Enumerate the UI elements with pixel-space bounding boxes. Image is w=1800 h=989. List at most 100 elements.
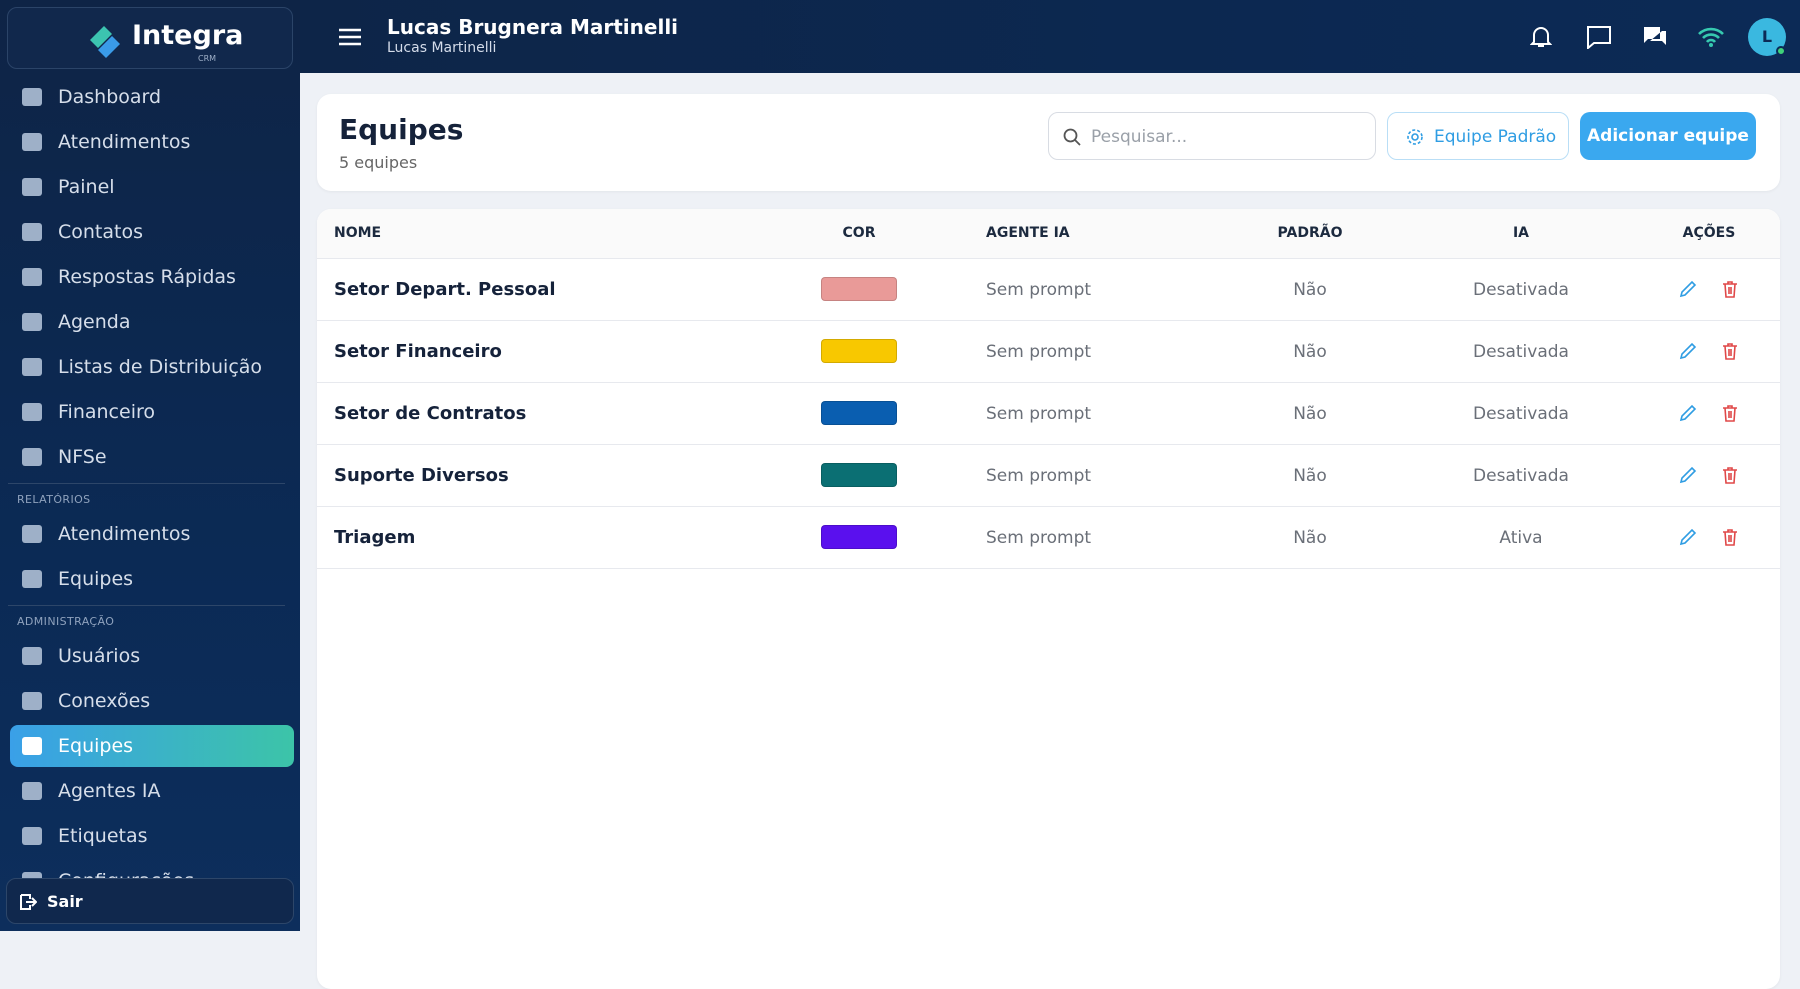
team-name: Setor de Contratos xyxy=(334,403,527,424)
search-placeholder: Pesquisar... xyxy=(1091,127,1188,147)
table-row[interactable]: Setor Depart. Pessoal Sem prompt Não Desati… xyxy=(317,258,1780,320)
agent: Sem prompt xyxy=(986,466,1092,486)
color-swatch xyxy=(821,277,897,301)
ia-status: Desativada xyxy=(1473,404,1569,424)
menu-item[interactable]: Agenda xyxy=(10,301,294,343)
menu-item[interactable]: Usuários xyxy=(10,635,294,677)
menu-icon xyxy=(22,448,42,466)
default-team-label: Equipe Padrão xyxy=(1434,127,1557,147)
menu-item[interactable]: Contatos xyxy=(10,211,294,253)
menu-icon xyxy=(22,358,42,376)
ia-status: Desativada xyxy=(1473,466,1569,486)
gear-icon xyxy=(1407,129,1423,145)
menu-label: NFSe xyxy=(58,446,107,468)
menu-icon xyxy=(22,403,42,421)
menu-item[interactable]: Equipes xyxy=(10,558,294,600)
table-end xyxy=(317,568,1780,569)
column-header: AGENTE IA xyxy=(986,225,1070,241)
menu-icon xyxy=(22,570,42,588)
menu-label: Agenda xyxy=(58,311,131,333)
ia-status: Desativada xyxy=(1473,280,1569,300)
menu-item[interactable]: Financeiro xyxy=(10,391,294,433)
table-row[interactable]: Triagem Sem prompt Não Ativa xyxy=(317,506,1780,568)
connection-icon[interactable] xyxy=(1697,26,1725,48)
delete-button[interactable] xyxy=(1720,527,1740,547)
menu-item[interactable]: NFSe xyxy=(10,436,294,478)
user-sub: Lucas Martinelli xyxy=(387,40,497,56)
delete-button[interactable] xyxy=(1720,403,1740,423)
menu-label: Contatos xyxy=(58,221,143,243)
menu-icon xyxy=(22,737,42,755)
menu-item[interactable]: Etiquetas xyxy=(10,815,294,857)
team-name: Suporte Diversos xyxy=(334,465,509,486)
team-name: Setor Depart. Pessoal xyxy=(334,279,556,300)
messages-icon[interactable] xyxy=(1642,25,1668,49)
default: Não xyxy=(1293,404,1327,424)
menu-label: Equipes xyxy=(58,735,134,757)
menu-label: Agentes IA xyxy=(58,780,161,802)
menu-item[interactable]: Listas de Distribuição xyxy=(10,346,294,388)
user-name: Lucas Brugnera Martinelli xyxy=(387,15,679,39)
column-header: NOME xyxy=(334,225,382,241)
default-team-button[interactable]: Equipe Padrão xyxy=(1387,112,1569,160)
delete-button[interactable] xyxy=(1720,279,1740,299)
column-header: IA xyxy=(1512,225,1530,241)
color-swatch xyxy=(821,401,897,425)
edit-button[interactable] xyxy=(1678,465,1698,485)
online-dot xyxy=(1776,46,1786,56)
delete-button[interactable] xyxy=(1720,465,1740,485)
default: Não xyxy=(1293,280,1327,300)
color-swatch xyxy=(821,339,897,363)
default: Não xyxy=(1293,528,1327,548)
menu-icon xyxy=(22,692,42,710)
menu-item[interactable]: Equipes xyxy=(10,725,294,767)
table-row[interactable]: Setor Financeiro Sem prompt Não Desativada xyxy=(317,320,1780,382)
menu-item[interactable]: Conexões xyxy=(10,680,294,722)
menu-item[interactable]: Respostas Rápidas xyxy=(10,256,294,298)
separator xyxy=(8,605,285,606)
chat-icon[interactable] xyxy=(1586,25,1612,49)
agent: Sem prompt xyxy=(986,280,1092,300)
edit-button[interactable] xyxy=(1678,527,1698,547)
menu-icon xyxy=(22,525,42,543)
edit-icon xyxy=(1679,466,1697,484)
column-header: COR xyxy=(842,225,876,241)
menu-item[interactable]: Painel xyxy=(10,166,294,208)
menu-toggle[interactable] xyxy=(338,28,362,46)
table-row[interactable]: Suporte Diversos Sem prompt Não Desativada xyxy=(317,444,1780,506)
menu-item[interactable]: Atendimentos xyxy=(10,513,294,555)
menu-label: Dashboard xyxy=(58,86,162,108)
delete-icon xyxy=(1723,281,1737,298)
delete-button[interactable] xyxy=(1720,341,1740,361)
notifications-icon[interactable] xyxy=(1530,25,1552,49)
logo-sub: CRM xyxy=(198,54,217,63)
menu-item[interactable]: Agentes IA xyxy=(10,770,294,812)
page-header: Equipes 5 equipes Pesquisar... Equipe Pa… xyxy=(317,94,1780,191)
column-header: AÇÕES xyxy=(1682,225,1736,241)
logo[interactable]: Integra CRM xyxy=(7,7,293,69)
menu-item[interactable]: Atendimentos xyxy=(10,121,294,163)
menu-icon xyxy=(22,647,42,665)
add-team-button[interactable]: Adicionar equipe xyxy=(1580,112,1756,160)
search-box[interactable]: Pesquisar... xyxy=(1048,112,1376,160)
edit-button[interactable] xyxy=(1678,403,1698,423)
logo-text: Integra xyxy=(132,20,244,51)
edit-button[interactable] xyxy=(1678,341,1698,361)
edit-icon xyxy=(1679,342,1697,360)
menu-label: Painel xyxy=(58,176,115,198)
logout-button[interactable]: Sair xyxy=(6,878,294,924)
edit-icon xyxy=(1679,528,1697,546)
table-row[interactable]: Setor de Contratos Sem prompt Não Desativad… xyxy=(317,382,1780,444)
team-name: Setor Financeiro xyxy=(334,341,502,362)
column-header: PADRÃO xyxy=(1277,225,1343,241)
delete-icon xyxy=(1723,467,1737,484)
edit-button[interactable] xyxy=(1678,279,1698,299)
menu-item[interactable]: Dashboard xyxy=(10,76,294,118)
color-swatch xyxy=(821,525,897,549)
menu-label: Financeiro xyxy=(58,401,155,423)
ia-status: Ativa xyxy=(1499,528,1543,548)
agent: Sem prompt xyxy=(986,342,1092,362)
agent: Sem prompt xyxy=(986,404,1092,424)
page-title: Equipes xyxy=(339,113,464,146)
edit-icon xyxy=(1679,404,1697,422)
